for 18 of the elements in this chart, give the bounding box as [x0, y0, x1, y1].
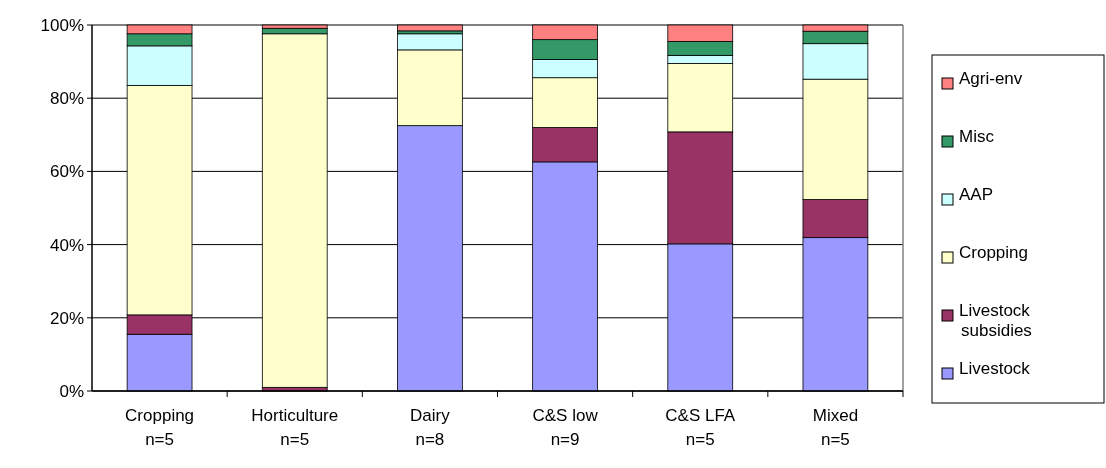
legend-label: Misc — [959, 127, 995, 146]
y-tick-label: 100% — [40, 15, 84, 35]
x-tick-label: Mixed n=5 — [812, 406, 859, 449]
x-tick-label: Dairy n=8 — [410, 406, 451, 449]
legend-label: Livestock subsidies — [959, 301, 1032, 340]
y-tick-label: 20% — [49, 308, 84, 328]
y-tick-label: 0% — [59, 381, 84, 401]
legend-label: AAP — [959, 185, 994, 204]
legend-label: Agri-env — [959, 69, 1023, 88]
legend-label: Livestock — [959, 359, 1031, 378]
y-tick-label: 40% — [49, 235, 84, 255]
x-tick-label: C&S low n=9 — [532, 406, 599, 449]
x-tick-label: Horticulture n=5 — [251, 406, 339, 449]
legend-label: Cropping — [959, 243, 1028, 262]
x-tick-label: Cropping n=5 — [125, 406, 195, 449]
y-tick-label: 60% — [49, 162, 84, 182]
x-tick-label: C&S LFA n=5 — [665, 406, 736, 449]
y-tick-label: 80% — [49, 89, 84, 109]
